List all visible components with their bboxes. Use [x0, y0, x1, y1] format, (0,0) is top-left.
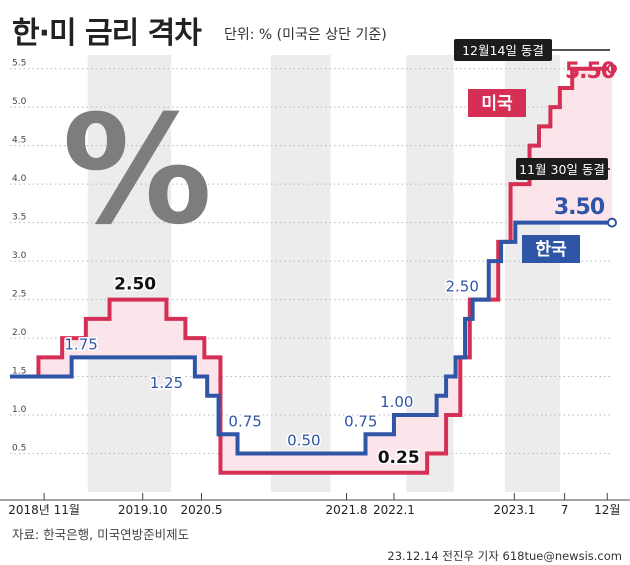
freeze-note: 11월 30일 동결 [519, 162, 605, 177]
x-tick-label: 2021.8 [326, 503, 368, 517]
unit-note: 단위: % (미국은 상단 기준) [224, 27, 387, 43]
rate-label: 1.25 [150, 374, 183, 392]
freeze-note-box [454, 39, 552, 61]
rate-labels: 2.500.251.751.250.750.500.751.002.50 [63, 273, 481, 469]
rate-label: 1.00 [380, 393, 413, 411]
freeze-note: 12월14일 동결 [462, 43, 544, 58]
y-tick-label: 0.5 [12, 444, 26, 454]
y-tick-label: 1.5 [12, 367, 26, 377]
y-tick-label: 3.5 [12, 213, 26, 223]
y-tick-label: 2.0 [12, 328, 27, 338]
y-tick-label: 3.0 [12, 251, 27, 261]
series-name-label: 미국 [481, 94, 513, 114]
y-tick-label: 2.5 [12, 290, 26, 300]
x-axis: 2018년 11월 2019.10 2020.5 2021.8 2022.1 2023.1… [0, 493, 630, 517]
end-point-marker [607, 63, 617, 74]
end-markers: 12월14일 동결 5.50 미국 11월 30일 동결 3.50 한국 [454, 39, 617, 263]
percent-watermark: % [62, 84, 212, 258]
x-tick-label: 7 [561, 503, 569, 517]
y-tick-label: 1.0 [12, 405, 27, 415]
x-tick-label: 2018년 11월 [8, 503, 80, 517]
y-tick-label: 5.5 [12, 59, 26, 69]
rate-label: 2.50 [446, 278, 479, 296]
end-value-label: 5.50 [565, 59, 616, 84]
rate-label: 0.50 [287, 432, 320, 450]
end-value-label: 3.50 [554, 195, 605, 220]
shaded-band [270, 55, 331, 492]
series-name-tag [522, 235, 580, 263]
rate-label: 0.25 [378, 448, 420, 468]
series-line [10, 220, 612, 456]
x-tick-label: 2019.10 [118, 503, 168, 517]
series-name-tag [468, 89, 526, 117]
credit-note: 23.12.14 전진우 기자 618tue@newsis.com [387, 549, 622, 563]
rate-label: 1.75 [64, 335, 97, 353]
x-tick-label: 2023.1 [493, 503, 535, 517]
source-note: 자료: 한국은행, 미국연방준비제도 [12, 527, 190, 542]
rate-label: 0.75 [228, 412, 261, 430]
y-tick-label: 4.0 [12, 174, 27, 184]
x-tick-label: 12월 [594, 503, 620, 517]
chart-title: 한·미 금리 격차 [12, 16, 202, 51]
rate-label: 2.50 [114, 275, 156, 295]
y-axis-ticks: 0.5 1.0 1.5 2.0 2.5 3.0 3.5 4.0 4.5 5.0 5.5 [12, 59, 27, 454]
y-tick-label: 4.5 [12, 136, 26, 146]
x-tick-label: 2022.1 [373, 503, 415, 517]
series-name-label: 한국 [535, 240, 567, 260]
shaded-band [87, 55, 172, 492]
y-tick-label: 5.0 [12, 97, 27, 107]
x-tick-label: 2020.5 [181, 503, 223, 517]
series-lines [10, 66, 612, 475]
rate-label: 0.75 [344, 412, 377, 430]
series-line [10, 66, 612, 475]
freeze-note-box [516, 158, 608, 180]
end-point-marker [607, 217, 617, 228]
